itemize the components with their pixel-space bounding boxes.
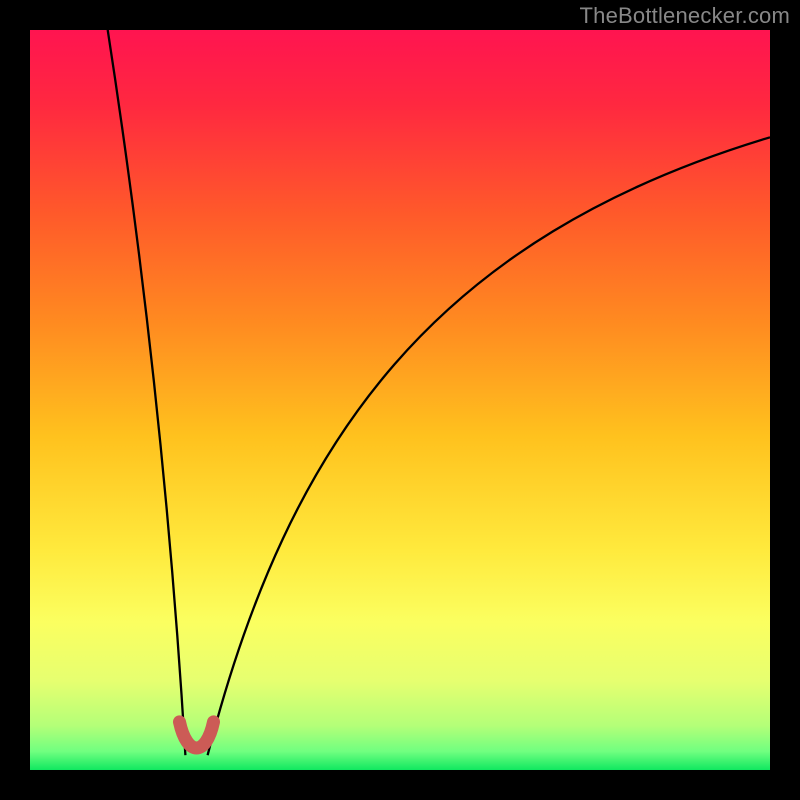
chart-svg	[30, 30, 770, 770]
watermark-text: TheBottlenecker.com	[580, 3, 790, 29]
gradient-background	[30, 30, 770, 770]
plot-area	[30, 30, 770, 770]
